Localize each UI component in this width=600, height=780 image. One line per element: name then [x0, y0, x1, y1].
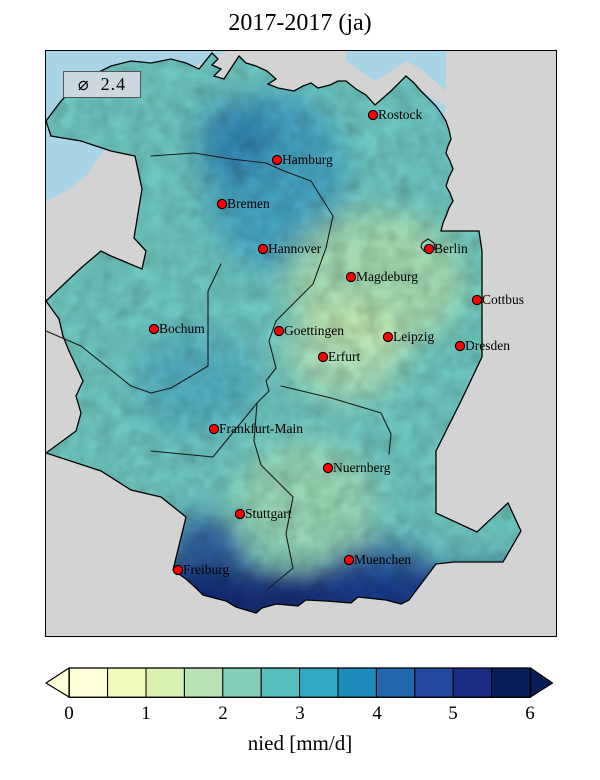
- svg-text:2: 2: [218, 703, 228, 724]
- svg-text:nied [mm/d]: nied [mm/d]: [248, 731, 352, 755]
- svg-text:4: 4: [372, 703, 382, 724]
- svg-text:1: 1: [141, 703, 151, 724]
- svg-text:0: 0: [64, 703, 74, 724]
- svg-text:6: 6: [525, 703, 535, 724]
- svg-text:3: 3: [295, 703, 305, 724]
- svg-text:5: 5: [448, 703, 458, 724]
